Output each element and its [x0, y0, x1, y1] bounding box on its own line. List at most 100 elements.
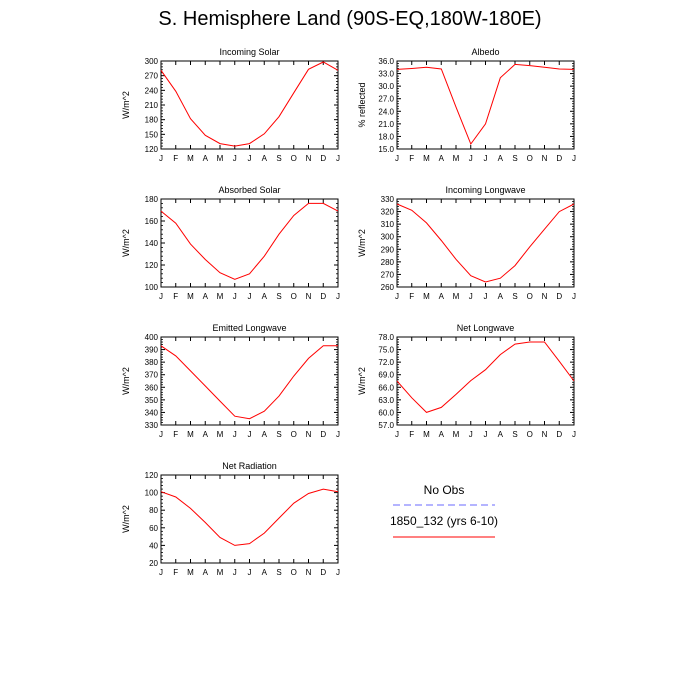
y-axis-label: % reflected [357, 82, 367, 127]
panel-title: Net Radiation [222, 461, 277, 471]
x-tick-label: N [542, 430, 548, 439]
panel-title: Albedo [471, 47, 499, 57]
x-tick-label: F [409, 430, 414, 439]
x-tick-label: M [453, 430, 460, 439]
y-tick-label: 210 [145, 101, 159, 110]
x-tick-label: J [336, 568, 340, 577]
chart-panel-incoming-longwave: Incoming Longwave W/m^2 260 270 280 290 300 310… [357, 185, 576, 301]
x-tick-label: N [306, 292, 312, 301]
x-tick-label: J [484, 292, 488, 301]
x-tick-label: M [453, 154, 460, 163]
chart-panel-incoming-solar: Incoming Solar W/m^2 120 150 180 210 240 270 300… [121, 47, 340, 163]
x-tick-label: M [217, 568, 224, 577]
y-tick-label: 75.0 [378, 346, 394, 355]
x-tick-label: J [159, 568, 163, 577]
x-tick-label: J [484, 154, 488, 163]
y-tick-label: 260 [381, 283, 395, 292]
x-tick-label: N [542, 292, 548, 301]
series-line [396, 203, 575, 283]
x-tick-label: J [233, 430, 237, 439]
y-axis-label: W/m^2 [121, 505, 131, 533]
x-tick-label: N [306, 568, 312, 577]
y-tick-label: 360 [145, 383, 159, 392]
x-tick-label: S [512, 430, 517, 439]
legend-model-label: 1850_132 (yrs 6-10) [390, 514, 498, 528]
y-tick-label: 20 [149, 559, 158, 568]
y-tick-label: 330 [145, 421, 159, 430]
y-tick-label: 60.0 [378, 408, 394, 417]
panel-title: Emitted Longwave [212, 323, 286, 333]
y-tick-label: 100 [145, 283, 159, 292]
plot-frame [396, 336, 575, 426]
x-tick-label: D [556, 292, 562, 301]
x-tick-label: O [527, 430, 533, 439]
x-tick-label: J [336, 430, 340, 439]
x-tick-label: J [248, 430, 252, 439]
x-tick-label: J [248, 292, 252, 301]
x-tick-label: S [276, 430, 281, 439]
panel-title: Incoming Longwave [445, 185, 525, 195]
y-tick-label: 57.0 [378, 421, 394, 430]
chart-panel-emitted-longwave: Emitted Longwave W/m^2 330 340 350 360 370 380 3… [121, 323, 340, 439]
y-tick-label: 120 [145, 471, 159, 480]
y-tick-label: 150 [145, 130, 159, 139]
x-tick-label: F [409, 292, 414, 301]
panel-title: Net Longwave [457, 323, 515, 333]
legend: No Obs 1850_132 (yrs 6-10) [390, 483, 498, 538]
x-tick-label: A [498, 430, 504, 439]
y-tick-label: 60 [149, 524, 158, 533]
figure-title: S. Hemisphere Land (90S-EQ,180W-180E) [158, 8, 542, 30]
x-tick-label: J [233, 292, 237, 301]
x-tick-label: D [320, 430, 326, 439]
y-tick-label: 100 [145, 489, 159, 498]
y-tick-label: 310 [381, 220, 395, 229]
x-tick-label: M [187, 568, 194, 577]
y-tick-label: 180 [145, 116, 159, 125]
y-tick-label: 280 [381, 258, 395, 267]
x-tick-label: J [469, 292, 473, 301]
x-tick-label: N [306, 154, 312, 163]
series-line [396, 63, 575, 146]
y-axis-label: W/m^2 [121, 91, 131, 119]
y-tick-label: 72.0 [378, 358, 394, 367]
x-tick-label: J [159, 154, 163, 163]
x-tick-label: A [203, 292, 209, 301]
x-tick-label: F [173, 292, 178, 301]
y-tick-label: 33.0 [378, 70, 394, 79]
x-tick-label: F [173, 154, 178, 163]
x-tick-label: M [423, 430, 430, 439]
y-tick-label: 400 [145, 333, 159, 342]
y-tick-label: 18.0 [378, 132, 394, 141]
chart-panels: Incoming Solar W/m^2 120 150 180 210 240 270 300… [121, 47, 576, 577]
x-tick-label: M [187, 154, 194, 163]
x-tick-label: J [336, 154, 340, 163]
series-line [160, 488, 339, 546]
x-tick-label: S [276, 292, 281, 301]
x-tick-label: M [453, 292, 460, 301]
x-tick-label: J [248, 568, 252, 577]
x-tick-label: A [203, 568, 209, 577]
x-tick-label: J [395, 154, 399, 163]
y-tick-label: 36.0 [378, 57, 394, 66]
y-tick-label: 390 [145, 346, 159, 355]
x-tick-label: A [439, 292, 445, 301]
y-tick-label: 80 [149, 506, 158, 515]
x-tick-label: M [423, 154, 430, 163]
x-tick-label: J [248, 154, 252, 163]
y-axis-label: W/m^2 [121, 367, 131, 395]
x-tick-label: J [233, 154, 237, 163]
x-tick-label: M [187, 430, 194, 439]
x-tick-label: A [262, 568, 268, 577]
y-tick-label: 380 [145, 358, 159, 367]
y-axis-label: W/m^2 [357, 229, 367, 257]
y-tick-label: 27.0 [378, 95, 394, 104]
y-tick-label: 15.0 [378, 145, 394, 154]
x-tick-label: A [262, 154, 268, 163]
x-tick-label: A [262, 430, 268, 439]
plot-frame [160, 60, 339, 150]
x-tick-label: J [572, 154, 576, 163]
plot-frame [160, 474, 339, 564]
x-tick-label: M [217, 292, 224, 301]
